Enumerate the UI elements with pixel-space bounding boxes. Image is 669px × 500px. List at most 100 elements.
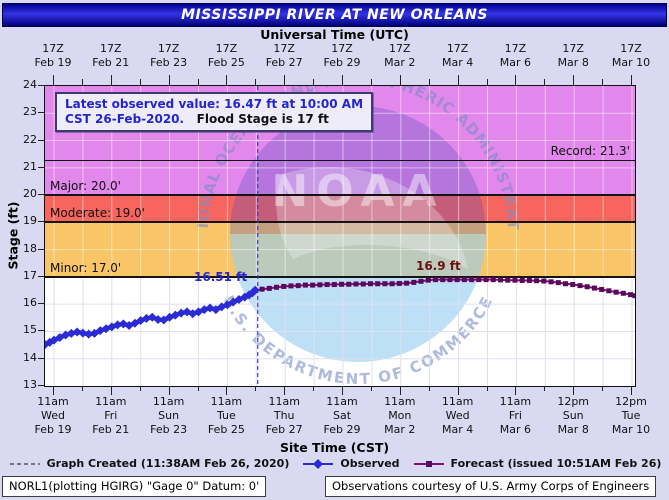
forecast-marker: [577, 283, 583, 289]
observed-value-label: 16.51 ft: [194, 270, 248, 284]
x-tick-label-utc: 17Z Mar 10: [611, 42, 651, 69]
observed-marker: [95, 326, 105, 336]
forecast-marker: [591, 285, 597, 291]
forecast-marker: [281, 283, 287, 289]
dashed-line-icon: [9, 462, 40, 465]
legend: Graph Created (11:38AM Feb 26, 2020) Obs…: [0, 457, 669, 470]
y-axis-title: Stage (ft): [5, 200, 21, 270]
y-axis-tick: [38, 85, 44, 86]
forecast-marker: [606, 288, 612, 294]
bottom-axis-tick: [515, 386, 517, 395]
forecast-marker: [563, 281, 569, 287]
top-axis-tick: [370, 79, 372, 85]
y-axis-tick: [38, 221, 44, 223]
forecast-marker: [555, 280, 561, 286]
annotation-line2-date: CST 26-Feb-2020.: [65, 112, 185, 126]
x-tick-label-utc: 17Z Feb 25: [207, 42, 245, 69]
flood-stage-line-moderate: [45, 221, 635, 224]
forecast-marker: [620, 290, 626, 296]
y-tick-label: 20: [23, 187, 37, 201]
top-axis-tick: [284, 75, 286, 85]
forecast-marker: [526, 277, 532, 283]
y-axis-tick: [38, 275, 44, 277]
forecast-marker: [375, 281, 381, 287]
forecast-marker: [613, 289, 619, 295]
x-tick-label-site: 11am Sat Feb 29: [323, 395, 361, 436]
forecast-marker: [512, 277, 518, 283]
gauge-datum-info: NORL1(plotting HGIRG) "Gage 0" Datum: 0': [2, 476, 267, 497]
forecast-marker: [317, 282, 323, 288]
y-axis-tick: [38, 248, 44, 250]
top-axis-tick: [515, 75, 517, 85]
forecast-marker: [360, 281, 366, 287]
x-tick-label-utc: 17Z Feb 19: [34, 42, 72, 69]
forecast-marker: [498, 277, 504, 283]
flood-stage-label-moderate: Moderate: 19.0': [50, 206, 145, 221]
forecast-marker: [425, 277, 431, 283]
top-axis-tick: [139, 79, 141, 85]
bottom-axis-tick: [226, 386, 228, 395]
noaa-watermark: NATIONAL OCEANIC AND ATMOSPHERIC ADMINIS…: [45, 86, 521, 386]
y-axis-tick: [38, 139, 44, 141]
top-axis-tick: [53, 75, 54, 85]
forecast-marker: [389, 281, 395, 287]
y-axis-tick: [38, 166, 44, 168]
top-axis-tick: [602, 79, 604, 85]
y-tick-label: 14: [23, 350, 37, 364]
forecast-marker: [541, 278, 547, 284]
forecast-marker: [469, 277, 475, 283]
forecast-marker: [259, 286, 265, 292]
x-tick-label-utc: 17Z Feb 23: [150, 42, 188, 69]
forecast-marker: [440, 277, 446, 283]
observed-marker: [55, 332, 65, 342]
forecast-marker: [266, 285, 272, 291]
x-tick-label-utc: 17Z Feb 21: [92, 42, 130, 69]
y-tick-label: 19: [23, 214, 37, 228]
bottom-axis-tick: [631, 386, 632, 395]
top-axis-tick: [428, 79, 430, 85]
title-bar: MISSISSIPPI RIVER AT NEW ORLEANS: [2, 3, 667, 27]
forecast-marker: [302, 282, 308, 288]
bottom-axis-tick: [139, 386, 141, 391]
top-axis-tick: [110, 75, 112, 85]
top-axis-tick: [197, 79, 199, 85]
page-title: MISSISSIPPI RIVER AT NEW ORLEANS: [181, 7, 488, 23]
top-axis-tick: [255, 79, 257, 85]
bottom-axis-tick: [313, 386, 315, 391]
y-tick-label: 16: [23, 296, 37, 310]
forecast-marker: [339, 281, 345, 287]
bottom-axis-tick: [197, 386, 199, 391]
x-tick-label-site: 11am Fri Mar 6: [499, 395, 532, 436]
bottom-axis-tick: [573, 386, 575, 395]
forecast-marker: [353, 281, 359, 287]
y-axis-tick: [38, 385, 44, 386]
annotation-line2-floodstage: Flood Stage is 17 ft: [196, 112, 329, 126]
site-axis-title: Site Time (CST): [279, 440, 390, 455]
flood-stage-line-major: [45, 194, 635, 197]
forecast-marker: [331, 282, 337, 288]
forecast-marker: [632, 293, 635, 299]
y-tick-label: 21: [23, 159, 37, 173]
y-axis-title-wrap: Stage (ft): [0, 85, 26, 385]
bottom-axis-tick: [370, 386, 372, 391]
flood-stage-label-minor: Minor: 17.0': [50, 260, 122, 275]
forecast-marker: [274, 284, 280, 290]
y-axis-tick: [38, 112, 44, 114]
x-tick-label-site: 11am Wed Mar 4: [441, 395, 474, 436]
top-axis-tick: [544, 79, 546, 85]
forecast-marker: [461, 277, 467, 283]
forecast-marker: [483, 277, 489, 283]
legend-item-observed: Observed: [301, 457, 400, 470]
top-axis-tick: [81, 79, 83, 85]
bottom-axis-tick: [284, 386, 286, 395]
y-axis-tick: [38, 303, 44, 305]
bottom-axis-tick: [428, 386, 430, 391]
x-tick-label-site: 12pm Sun Mar 8: [557, 395, 590, 436]
observed-marker: [250, 285, 260, 295]
bottom-axis-tick: [342, 386, 343, 395]
forecast-marker: [418, 278, 424, 284]
observed-line-icon: [303, 458, 334, 469]
bottom-axis-tick: [255, 386, 257, 391]
bottom-axis-tick: [602, 386, 604, 391]
